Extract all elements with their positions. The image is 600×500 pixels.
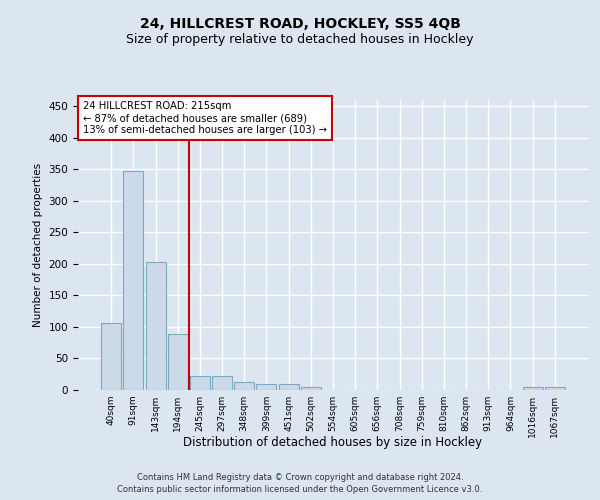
Text: Contains HM Land Registry data © Crown copyright and database right 2024.: Contains HM Land Registry data © Crown c… bbox=[137, 473, 463, 482]
Bar bbox=[545, 388, 565, 390]
Bar bbox=[124, 171, 143, 390]
Text: 24, HILLCREST ROAD, HOCKLEY, SS5 4QB: 24, HILLCREST ROAD, HOCKLEY, SS5 4QB bbox=[140, 18, 460, 32]
Text: Contains public sector information licensed under the Open Government Licence v3: Contains public sector information licen… bbox=[118, 486, 482, 494]
Bar bbox=[523, 388, 542, 390]
Bar bbox=[190, 376, 210, 390]
Bar bbox=[212, 376, 232, 390]
Bar bbox=[101, 322, 121, 390]
Bar bbox=[234, 382, 254, 390]
Bar bbox=[301, 387, 321, 390]
Text: Size of property relative to detached houses in Hockley: Size of property relative to detached ho… bbox=[126, 32, 474, 46]
Bar bbox=[146, 262, 166, 390]
Text: 24 HILLCREST ROAD: 215sqm
← 87% of detached houses are smaller (689)
13% of semi: 24 HILLCREST ROAD: 215sqm ← 87% of detac… bbox=[83, 102, 327, 134]
Y-axis label: Number of detached properties: Number of detached properties bbox=[33, 163, 43, 327]
Bar bbox=[278, 384, 299, 390]
Text: Distribution of detached houses by size in Hockley: Distribution of detached houses by size … bbox=[184, 436, 482, 449]
Bar bbox=[256, 384, 277, 390]
Bar bbox=[168, 334, 188, 390]
